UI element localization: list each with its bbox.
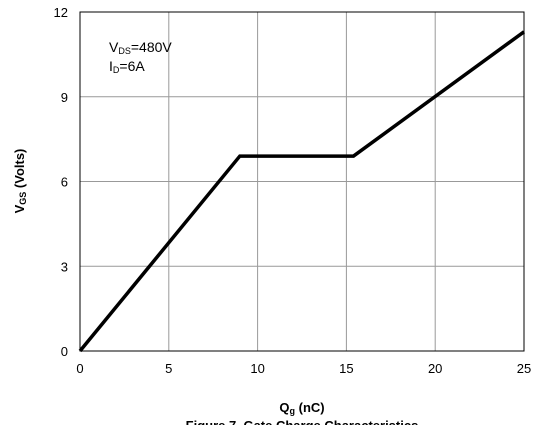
label-part: (Volts) <box>12 149 27 192</box>
label-part: Q <box>279 400 289 415</box>
label-part: =6A <box>119 58 145 74</box>
chart-title: Figure 7. Gate Charge Characteristics <box>186 418 419 425</box>
plot-frame <box>79 11 525 352</box>
y-axis-label: VGS (Volts) <box>12 149 28 214</box>
label-part: =480V <box>131 39 173 55</box>
annotation: ID=6A <box>109 58 145 75</box>
x-tick-label: 5 <box>165 361 172 376</box>
y-tick-label: 9 <box>61 90 68 105</box>
x-tick-label: 10 <box>250 361 264 376</box>
annotation: VDS=480V <box>109 39 172 56</box>
x-axis-label: Qg (nC) <box>279 400 324 416</box>
y-tick-label: 6 <box>61 175 68 190</box>
label-part: V <box>12 204 27 213</box>
series-line <box>78 30 526 353</box>
x-tick-label: 15 <box>339 361 353 376</box>
y-tick-label: 12 <box>54 5 68 20</box>
label-part: (nC) <box>295 400 325 415</box>
y-tick-label: 3 <box>61 259 68 274</box>
x-tick-label: 20 <box>428 361 442 376</box>
x-tick-label: 25 <box>517 361 531 376</box>
x-tick-label: 0 <box>76 361 83 376</box>
subscript: g <box>290 406 296 416</box>
subscript: DS <box>118 46 131 56</box>
subscript: GS <box>18 192 28 205</box>
label-part: V <box>109 39 119 55</box>
subscript: D <box>113 65 120 75</box>
label-part: I <box>109 58 113 74</box>
y-tick-label: 0 <box>61 344 68 359</box>
